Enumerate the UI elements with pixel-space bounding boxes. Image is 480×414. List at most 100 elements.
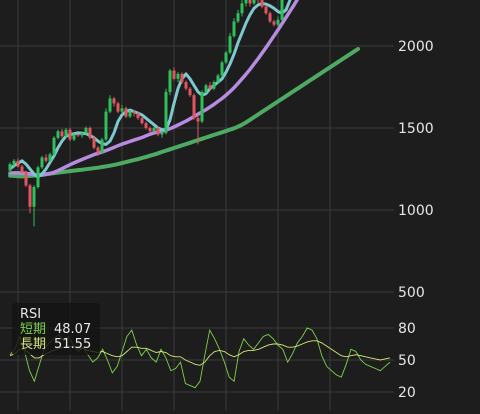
ma-short-line bbox=[10, 0, 290, 177]
candle bbox=[141, 117, 144, 125]
candle-body bbox=[69, 130, 72, 140]
candle-body bbox=[33, 187, 36, 207]
candle-body bbox=[193, 95, 196, 118]
candle bbox=[125, 107, 128, 118]
candle-body bbox=[209, 85, 212, 88]
moving-averages bbox=[10, 0, 358, 177]
candle-body bbox=[213, 82, 216, 89]
candle bbox=[117, 102, 120, 113]
candle-body bbox=[201, 92, 204, 122]
candle bbox=[109, 95, 112, 113]
candle-body bbox=[105, 112, 108, 140]
candle bbox=[29, 184, 32, 214]
candle-body bbox=[261, 0, 264, 7]
candle bbox=[165, 89, 168, 135]
candle-body bbox=[145, 123, 148, 128]
candle-body bbox=[245, 0, 248, 3]
candle-body bbox=[113, 98, 116, 103]
candle bbox=[277, 16, 280, 26]
candle-body bbox=[165, 92, 168, 133]
candle bbox=[253, 0, 256, 5]
rsi-short-value: 48.07 bbox=[54, 322, 91, 337]
candle bbox=[233, 18, 236, 38]
candle-body bbox=[17, 161, 20, 167]
candle-body bbox=[225, 53, 228, 63]
candle-body bbox=[125, 108, 128, 116]
candle bbox=[89, 126, 92, 139]
candle bbox=[237, 10, 240, 23]
candle-body bbox=[77, 135, 80, 136]
candle-body bbox=[185, 82, 188, 89]
price-tick-label: 2000 bbox=[398, 39, 434, 55]
candle bbox=[173, 67, 176, 80]
candle bbox=[57, 130, 60, 140]
candle-body bbox=[45, 158, 48, 161]
candle-body bbox=[161, 133, 164, 135]
price-tick-label: 1000 bbox=[398, 203, 434, 219]
candle bbox=[245, 0, 248, 7]
candle-body bbox=[233, 21, 236, 36]
candle bbox=[93, 136, 96, 149]
candle-body bbox=[177, 74, 180, 79]
candle bbox=[273, 20, 276, 27]
candle bbox=[113, 97, 116, 107]
candle bbox=[269, 12, 272, 23]
candle bbox=[69, 128, 72, 141]
candle bbox=[105, 108, 108, 141]
candle-body bbox=[25, 172, 28, 185]
candle-body bbox=[85, 128, 88, 133]
candle bbox=[185, 80, 188, 90]
candle bbox=[45, 154, 48, 162]
candle-body bbox=[137, 113, 140, 118]
rsi-tick-label: 50 bbox=[398, 353, 416, 369]
candle-body bbox=[65, 130, 68, 137]
candle-body bbox=[109, 98, 112, 111]
candle-body bbox=[13, 161, 16, 164]
candle bbox=[281, 0, 284, 21]
rsi-tick-label: 80 bbox=[398, 321, 416, 337]
candle-body bbox=[41, 158, 44, 168]
rsi-short-label: 短期 bbox=[20, 322, 54, 337]
candle-body bbox=[173, 71, 176, 79]
rsi-tick-label: 20 bbox=[398, 385, 416, 401]
candle bbox=[265, 5, 268, 15]
candlesticks bbox=[9, 0, 288, 226]
candle-body bbox=[9, 164, 12, 171]
candle bbox=[169, 69, 172, 95]
candle-body bbox=[237, 13, 240, 21]
candle-body bbox=[53, 138, 56, 154]
candle-body bbox=[221, 62, 224, 75]
candle-body bbox=[241, 3, 244, 13]
candle-body bbox=[273, 21, 276, 24]
candle-body bbox=[249, 0, 252, 3]
candle bbox=[53, 136, 56, 156]
candle-body bbox=[157, 128, 160, 135]
candle-body bbox=[121, 108, 124, 111]
candle-body bbox=[149, 128, 152, 131]
candle-body bbox=[217, 76, 220, 83]
candle-body bbox=[61, 131, 64, 136]
candle-body bbox=[269, 13, 272, 21]
candle bbox=[37, 166, 40, 189]
candle-body bbox=[29, 185, 32, 206]
candle bbox=[225, 51, 228, 64]
candle-body bbox=[37, 167, 40, 187]
candle-body bbox=[117, 103, 120, 111]
candle bbox=[229, 33, 232, 54]
candle-body bbox=[101, 139, 104, 152]
rsi-long-label: 長期 bbox=[20, 337, 54, 352]
candle bbox=[121, 105, 124, 113]
candle-body bbox=[73, 135, 76, 140]
candle-body bbox=[169, 71, 172, 92]
candle bbox=[221, 61, 224, 77]
candle bbox=[257, 0, 260, 3]
candle-body bbox=[205, 85, 208, 92]
candle-body bbox=[181, 74, 184, 82]
candle bbox=[17, 158, 20, 167]
ma-long-line bbox=[10, 49, 358, 176]
candle-body bbox=[49, 154, 52, 161]
price-tick-label: 1500 bbox=[398, 121, 434, 137]
